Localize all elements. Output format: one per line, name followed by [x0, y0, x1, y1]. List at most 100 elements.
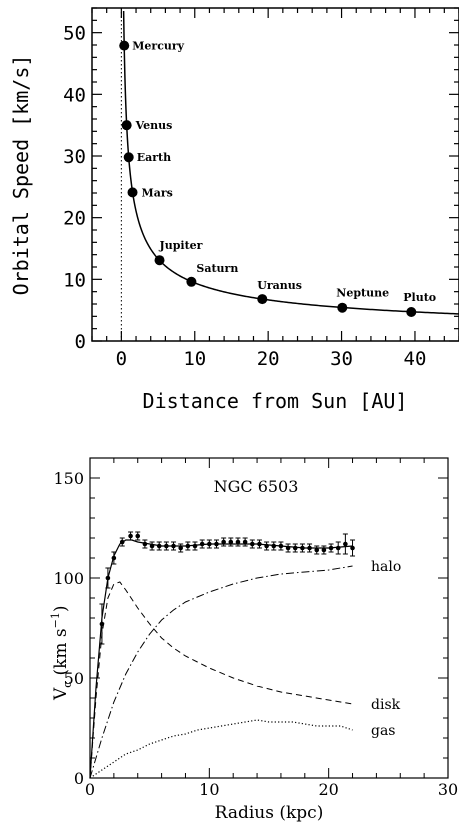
- ngc6503-rotation-curve-chart: 0 10 20 30 0 50 100 150 halo disk gas NGC 6503 Ra…: [49, 457, 458, 823]
- top-y-tick-label: 40: [63, 84, 86, 106]
- observed-marker: [314, 547, 320, 553]
- top-axis-ticks: [91, 7, 459, 342]
- planet-label-pluto: Pluto: [403, 291, 436, 304]
- observed-point: [249, 539, 255, 549]
- observed-marker: [164, 543, 169, 549]
- observed-point: [128, 531, 134, 541]
- y-label-units: (km s: [51, 628, 71, 675]
- top-plot-frame: [91, 7, 459, 342]
- observed-point: [285, 543, 291, 553]
- observed-marker: [350, 545, 355, 551]
- observed-marker: [99, 621, 105, 627]
- observed-point: [213, 539, 219, 549]
- observed-point: [105, 567, 111, 589]
- bottom-y-tick-label: 100: [53, 569, 84, 588]
- observed-marker: [171, 543, 176, 549]
- observed-marker: [111, 555, 117, 561]
- observed-marker: [249, 541, 255, 547]
- model-series: [89, 539, 353, 779]
- bottom-x-tick-label: 0: [85, 780, 95, 799]
- observed-marker: [135, 533, 141, 539]
- observed-marker: [307, 545, 312, 551]
- observed-marker: [271, 543, 277, 549]
- observed-marker: [257, 541, 262, 547]
- observed-points: [99, 531, 356, 645]
- top-x-tick-label: 30: [330, 348, 353, 370]
- observed-point: [235, 537, 241, 547]
- bottom-y-tick-label: 0: [74, 769, 84, 788]
- observed-point: [228, 537, 234, 547]
- observed-point: [178, 543, 184, 553]
- planet-point-saturn: [186, 276, 197, 287]
- bottom-x-tick-label: 20: [318, 780, 338, 799]
- planet-label-uranus: Uranus: [257, 279, 302, 292]
- observed-point: [292, 543, 298, 553]
- series-disk-line: [89, 581, 353, 779]
- y-label-subscript: c: [61, 682, 74, 688]
- observed-marker: [105, 575, 111, 581]
- y-label-v: V: [51, 687, 71, 701]
- bottom-x-tick-label: 30: [438, 780, 458, 799]
- observed-point: [99, 603, 105, 645]
- top-x-tick-label: 40: [404, 348, 427, 370]
- observed-marker: [142, 541, 148, 547]
- top-x-tick-label: 0: [116, 348, 127, 370]
- observed-point: [163, 541, 169, 551]
- observed-marker: [292, 545, 298, 551]
- planet-point-mars: [127, 187, 138, 198]
- observed-marker: [228, 539, 234, 545]
- top-tick-labels: 0 10 20 30 40 0 10 20 30 40 50: [63, 23, 426, 370]
- series-label-halo: halo: [371, 559, 401, 575]
- series-halo-line: [89, 565, 353, 779]
- observed-point: [142, 539, 148, 549]
- bottom-x-axis-label: Radius (kpc): [215, 803, 324, 823]
- planet-label-neptune: Neptune: [336, 287, 389, 300]
- top-x-tick-label: 20: [257, 348, 280, 370]
- top-y-tick-label: 20: [63, 208, 86, 230]
- observed-point: [299, 543, 305, 553]
- bottom-axis-ticks: [89, 457, 449, 779]
- observed-marker: [343, 541, 348, 547]
- observed-point: [221, 537, 227, 547]
- top-x-axis-label: Distance from Sun [AU]: [143, 389, 408, 413]
- observed-marker: [199, 541, 205, 547]
- observed-marker: [149, 543, 155, 549]
- observed-point: [199, 539, 205, 549]
- observed-marker: [321, 547, 327, 553]
- observed-marker: [285, 545, 291, 551]
- observed-point: [171, 541, 177, 551]
- planet-label-venus: Venus: [135, 119, 173, 132]
- top-y-axis-label: Orbital Speed [km/s]: [9, 55, 33, 296]
- observed-point: [271, 541, 277, 551]
- observed-marker: [207, 541, 212, 547]
- observed-marker: [242, 539, 248, 545]
- bottom-x-tick-label: 10: [199, 780, 219, 799]
- series-label-disk: disk: [371, 697, 401, 713]
- observed-marker: [278, 543, 284, 549]
- observed-marker: [128, 533, 133, 539]
- observed-point: [342, 533, 348, 555]
- observed-marker: [185, 543, 191, 549]
- observed-point: [192, 541, 198, 551]
- observed-point: [264, 541, 270, 551]
- planet-point-mercury: [119, 40, 130, 51]
- planet-label-mercury: Mercury: [132, 40, 184, 53]
- observed-point: [149, 541, 155, 551]
- observed-marker: [119, 539, 125, 545]
- observed-point: [328, 543, 334, 553]
- top-y-tick-label: 50: [63, 23, 86, 45]
- observed-marker: [235, 539, 241, 545]
- observed-marker: [192, 543, 198, 549]
- observed-marker: [221, 539, 226, 545]
- planet-point-venus: [121, 120, 132, 131]
- observed-point: [256, 539, 262, 549]
- observed-point: [156, 541, 162, 551]
- observed-marker: [178, 545, 183, 551]
- solar-system-speed-chart: 0 10 20 30 40 0 10 20 30 40 50 Mercury Venus Earth Ma…: [9, 7, 459, 413]
- planet-point-earth: [123, 152, 134, 163]
- planet-label-saturn: Saturn: [196, 262, 238, 275]
- planet-point-neptune: [337, 302, 348, 313]
- top-y-tick-label: 30: [63, 146, 86, 168]
- top-y-tick-label: 0: [75, 331, 86, 353]
- observed-marker: [328, 545, 334, 551]
